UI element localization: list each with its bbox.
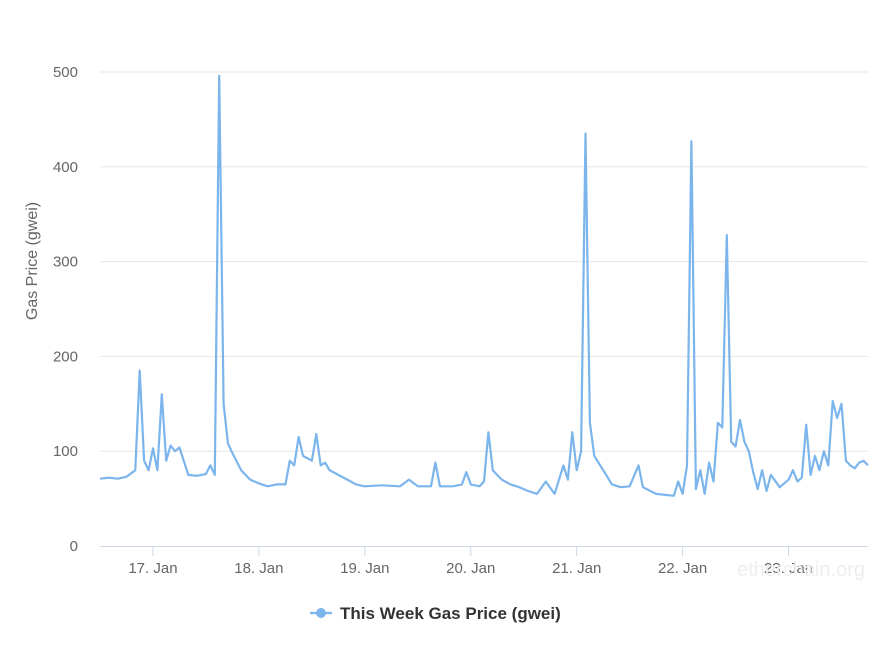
watermark: etherchain.org: [737, 559, 865, 581]
x-tick-label: 20. Jan: [446, 560, 495, 577]
y-tick-label: 500: [53, 64, 78, 81]
legend[interactable]: This Week Gas Price (gwei): [310, 604, 561, 623]
x-tick-label: 19. Jan: [340, 560, 389, 577]
x-tick-label: 21. Jan: [552, 560, 601, 577]
series-line[interactable]: [99, 74, 869, 497]
y-tick-label: 300: [53, 254, 78, 271]
y-tick-label: 400: [53, 159, 78, 176]
y-axis-label: Gas Price (gwei): [24, 202, 41, 320]
x-axis: 17. Jan 18. Jan 19. Jan 20. Jan 21. Jan 22. J…: [100, 546, 868, 577]
y-tick-label: 200: [53, 348, 78, 365]
legend-marker-icon: [316, 608, 326, 618]
y-tick-labels: 0 100 200 300 400 500: [53, 64, 78, 555]
x-tick-label: 22. Jan: [658, 560, 707, 577]
x-tick-label: 23. Jan: [764, 560, 813, 577]
y-tick-label: 100: [53, 443, 78, 460]
legend-label: This Week Gas Price (gwei): [340, 604, 561, 623]
x-tick-label: 17. Jan: [128, 560, 177, 577]
x-tick-label: 18. Jan: [234, 560, 283, 577]
y-grid: [100, 71, 868, 452]
y-tick-label: 0: [70, 538, 78, 555]
